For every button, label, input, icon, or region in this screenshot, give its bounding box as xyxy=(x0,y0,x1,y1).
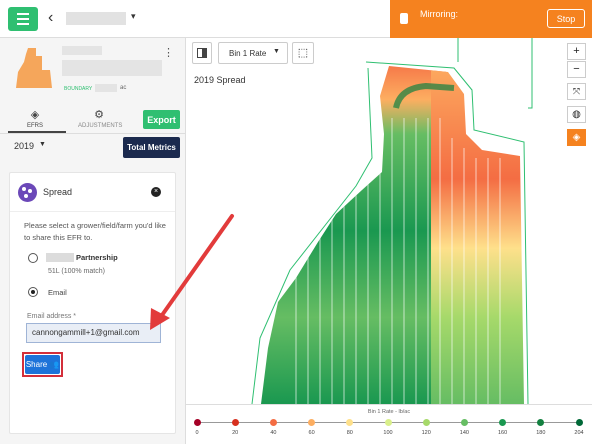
legend-tick-label: 140 xyxy=(459,430,469,436)
expand-icon: ⤧ xyxy=(572,86,581,96)
fit-extent-button[interactable]: ⤧ xyxy=(567,83,586,100)
radio-selected-dot xyxy=(31,290,35,294)
chevron-down-icon[interactable]: ▼ xyxy=(273,48,280,55)
legend-swatch xyxy=(308,419,316,426)
more-options-icon[interactable]: ⋮ xyxy=(163,47,174,59)
legend-title: Bin 1 Rate - lb/ac xyxy=(367,409,411,415)
boundary-unit: ac xyxy=(120,85,127,91)
legend-swatch xyxy=(384,419,392,426)
year-select[interactable]: 2019 xyxy=(14,141,35,151)
tabs-divider xyxy=(0,133,186,134)
legend-swatch xyxy=(422,419,430,426)
field-title-redacted xyxy=(62,46,102,55)
legend-tick-label: 20 xyxy=(232,430,239,436)
boundary-label: BOUNDARY xyxy=(64,86,93,92)
rate-select[interactable]: Bin 1 Rate xyxy=(218,42,288,64)
layers-icon: ◈ xyxy=(572,132,581,143)
legend-swatch xyxy=(575,419,583,426)
gear-icon: ⚙ xyxy=(94,109,104,121)
legend-swatch xyxy=(231,419,239,426)
field-map xyxy=(251,38,533,404)
email-radio[interactable] xyxy=(28,287,38,297)
mirroring-banner: Mirroring: Stop xyxy=(390,0,592,38)
annotation-highlight-box xyxy=(22,352,63,377)
chevron-down-icon[interactable]: ▾ xyxy=(131,11,136,21)
legend-tick-label: 160 xyxy=(498,430,508,436)
share-card: Spread × Please select a grower/field/fa… xyxy=(9,172,176,434)
email-address-label: Email address * xyxy=(27,313,77,320)
card-title: Spread xyxy=(43,187,73,197)
device-icon xyxy=(400,13,408,24)
layers-button[interactable]: ◈ xyxy=(567,129,586,146)
panel-toggle-button[interactable] xyxy=(192,42,212,64)
legend-tick-label: 80 xyxy=(346,430,353,436)
hamburger-icon xyxy=(17,13,29,15)
globe-button[interactable]: ◍ xyxy=(567,106,586,123)
zoom-in-button[interactable]: + xyxy=(567,43,586,60)
tab-efrs-label: EFRS xyxy=(26,123,43,129)
map-view[interactable]: Bin 1 Rate ▼ ⬚ 2019 Spread + − ⤧ ◍ ◈ xyxy=(186,38,592,404)
farm-name-redacted[interactable] xyxy=(66,12,126,25)
select-region-icon: ⬚ xyxy=(297,47,309,59)
partnership-match: 51L (100% match) xyxy=(48,268,105,275)
sidebar: BOUNDARY ac ⋮ ◈ EFRS ⚙ ADJUSTMENTS Expor… xyxy=(0,38,186,444)
legend-swatch xyxy=(460,419,468,426)
tab-adjustments[interactable]: ⚙ ADJUSTMENTS xyxy=(78,108,123,129)
layer-label: 2019 Spread xyxy=(194,75,246,85)
layers-icon: ◈ xyxy=(30,109,40,121)
tab-efrs[interactable]: ◈ EFRS xyxy=(15,108,55,129)
legend-tick-label: 40 xyxy=(270,430,277,436)
email-field[interactable]: cannongammill+1@gmail.com xyxy=(26,323,161,343)
partnership-name-redacted xyxy=(46,253,74,262)
tab-adjustments-label: ADJUSTMENTS xyxy=(78,123,123,129)
legend-swatch xyxy=(193,419,201,426)
zoom-out-button[interactable]: − xyxy=(567,61,586,78)
top-bar: ‹ ▾ Mirroring: Stop xyxy=(0,0,592,38)
panel-icon xyxy=(197,48,207,58)
spread-icon xyxy=(18,183,37,202)
legend-tick-label: 204 xyxy=(574,430,584,436)
legend-swatch xyxy=(499,419,507,426)
share-button[interactable]: Share 👥 xyxy=(25,355,60,374)
chevron-down-icon[interactable]: ▼ xyxy=(39,141,46,148)
mirroring-label: Mirroring: xyxy=(420,9,459,19)
people-icon: 👥 xyxy=(49,360,60,369)
card-divider xyxy=(10,211,175,212)
boundary-value-redacted xyxy=(95,84,117,92)
total-metrics-button[interactable]: Total Metrics xyxy=(123,137,180,158)
legend-tick-label: 100 xyxy=(383,430,393,436)
stop-button[interactable]: Stop xyxy=(547,9,585,28)
legend-swatch xyxy=(269,419,277,426)
legend-swatch xyxy=(346,419,354,426)
legend-swatch xyxy=(537,419,545,426)
menu-button[interactable] xyxy=(8,7,38,31)
legend-tick-label: 120 xyxy=(421,430,431,436)
legend-tick-label: 0 xyxy=(195,430,199,436)
rate-legend: Bin 1 Rate - lb/ac 0 20 40 60 80 100 120 140 160… xyxy=(186,404,592,444)
share-button-label: Share xyxy=(25,360,48,369)
export-button[interactable]: Export xyxy=(143,110,180,129)
close-icon[interactable]: × xyxy=(151,187,161,197)
email-option-label: Email xyxy=(48,288,67,297)
legend-tick-label: 60 xyxy=(308,430,315,436)
globe-icon: ◍ xyxy=(572,109,581,120)
share-prompt: Please select a grower/field/farm you'd … xyxy=(24,221,166,242)
partnership-name: Partnership xyxy=(76,253,118,262)
legend-tick-label: 180 xyxy=(536,430,546,436)
field-boundary-thumbnail xyxy=(16,48,52,88)
field-subtitle-redacted xyxy=(62,60,162,76)
back-icon[interactable]: ‹ xyxy=(48,9,54,26)
partnership-radio[interactable] xyxy=(28,253,38,263)
active-tab-indicator xyxy=(8,131,66,133)
selection-tool-button[interactable]: ⬚ xyxy=(292,42,314,64)
